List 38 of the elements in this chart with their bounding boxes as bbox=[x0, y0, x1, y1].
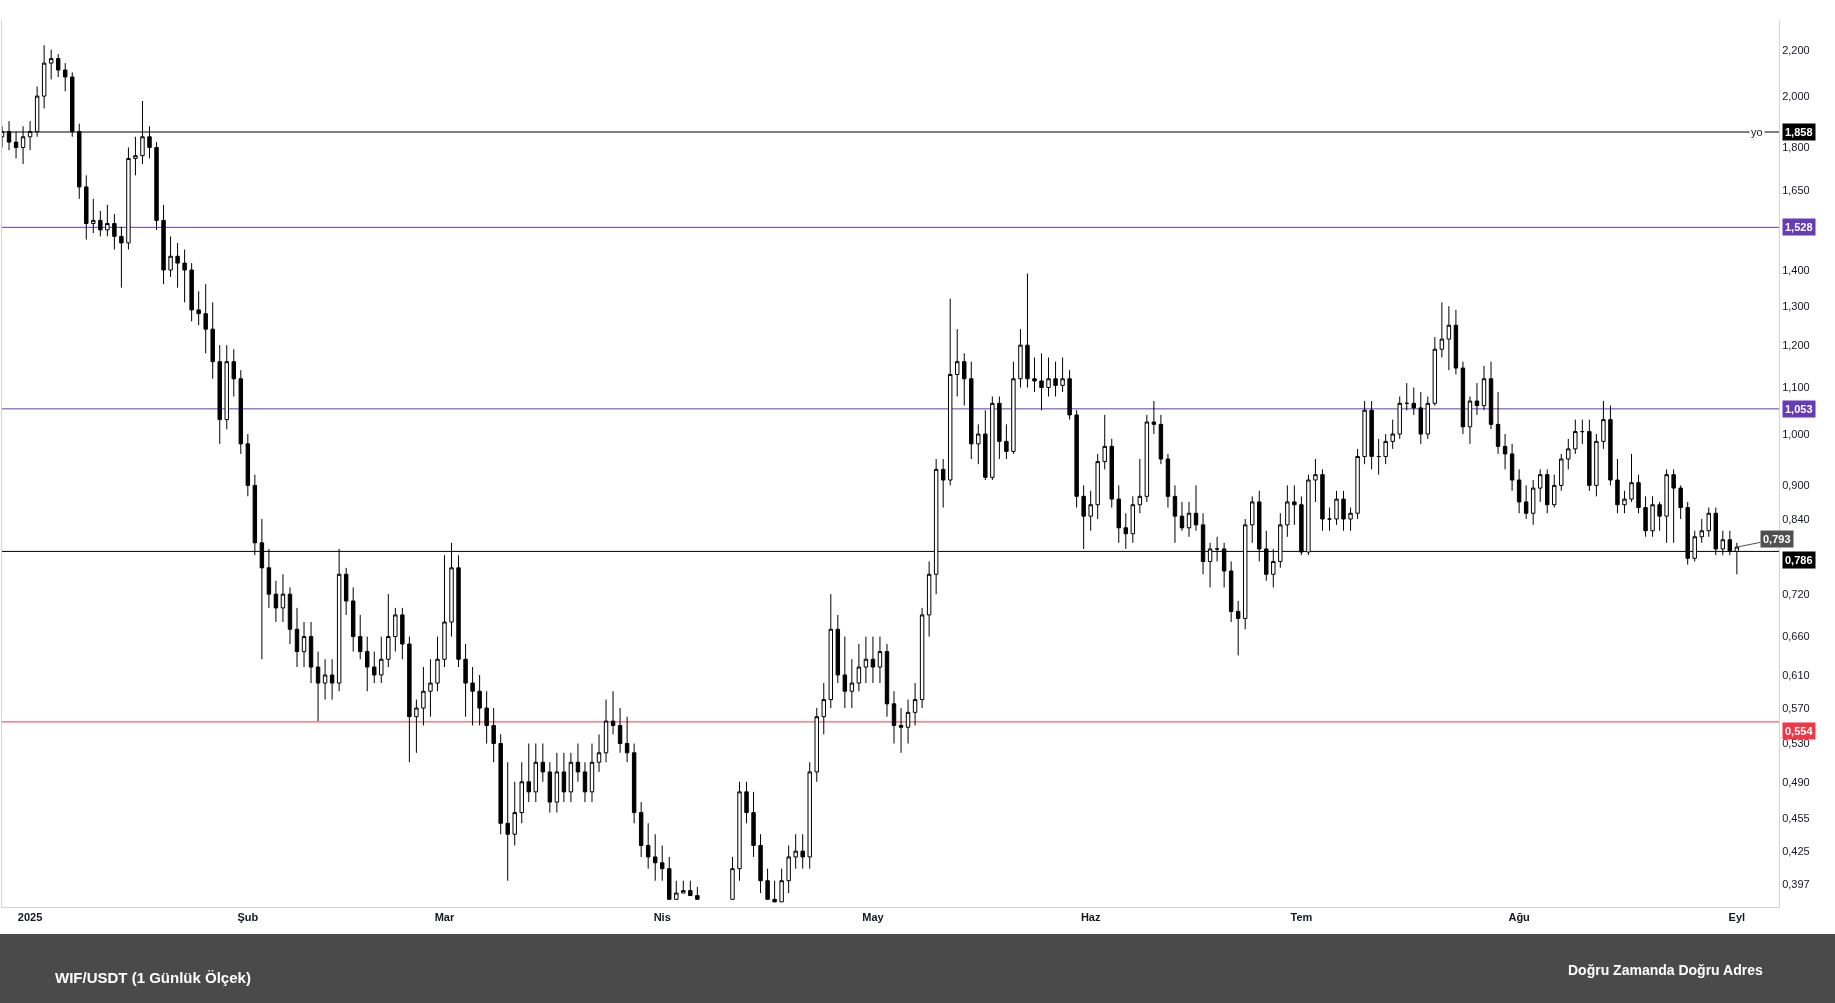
x-tick-label: Şub bbox=[237, 911, 259, 924]
ref-line-label: 0,554 bbox=[1785, 725, 1814, 737]
y-tick-label: 1,200 bbox=[1782, 339, 1810, 351]
y-tick-label: 0,840 bbox=[1782, 512, 1810, 525]
x-tick-label: Ağu bbox=[1508, 911, 1530, 924]
y-tick-label: 0,900 bbox=[1782, 479, 1810, 492]
y-tick-label: 1,000 bbox=[1782, 427, 1810, 440]
x-tick-label: Eyl bbox=[1728, 911, 1746, 924]
x-tick-label: Haz bbox=[1080, 911, 1101, 924]
text: Doğru Zamanda Doğru Adres bbox=[1568, 962, 1763, 978]
x-tick-label: 2025 bbox=[17, 911, 43, 924]
text: WIF/USDT (1 Günlük Ölçek) bbox=[55, 969, 251, 987]
ref-line-label: 1,858 bbox=[1785, 126, 1813, 138]
x-tick-label: May bbox=[862, 911, 885, 924]
y-tick-label: 1,400 bbox=[1782, 263, 1810, 276]
x-tick-label: Nis bbox=[653, 911, 671, 924]
y-tick-label: 0,397 bbox=[1782, 878, 1810, 891]
y-tick-label: 0,660 bbox=[1782, 630, 1810, 643]
x-tick-label: Tem bbox=[1290, 911, 1313, 924]
x-tick-label: Mar bbox=[434, 911, 455, 924]
y-tick-label: 1,100 bbox=[1782, 381, 1810, 394]
y-tick-label: 0,425 bbox=[1782, 845, 1810, 858]
y-tick-label: 0,530 bbox=[1782, 737, 1810, 750]
y-tick-label: 1,800 bbox=[1782, 141, 1810, 154]
y-tick-label: 0,570 bbox=[1782, 701, 1810, 714]
annotation: yo bbox=[1751, 126, 1763, 138]
y-tick-label: 1,650 bbox=[1782, 183, 1810, 196]
y-tick-label: 0,720 bbox=[1782, 588, 1810, 601]
y-tick-label: 0,455 bbox=[1782, 811, 1810, 824]
annotation: 0,793 bbox=[1763, 533, 1791, 545]
ref-line-label: 1,528 bbox=[1785, 221, 1813, 233]
y-tick-label: 2,200 bbox=[1782, 43, 1810, 56]
ref-line-label: 1,053 bbox=[1785, 403, 1813, 415]
y-tick-label: 0,610 bbox=[1782, 668, 1810, 681]
y-tick-label: 0,490 bbox=[1782, 775, 1810, 788]
ref-line-label: 0,786 bbox=[1785, 554, 1813, 566]
y-tick-label: 2,000 bbox=[1782, 89, 1810, 102]
y-tick-label: 1,300 bbox=[1782, 299, 1810, 312]
